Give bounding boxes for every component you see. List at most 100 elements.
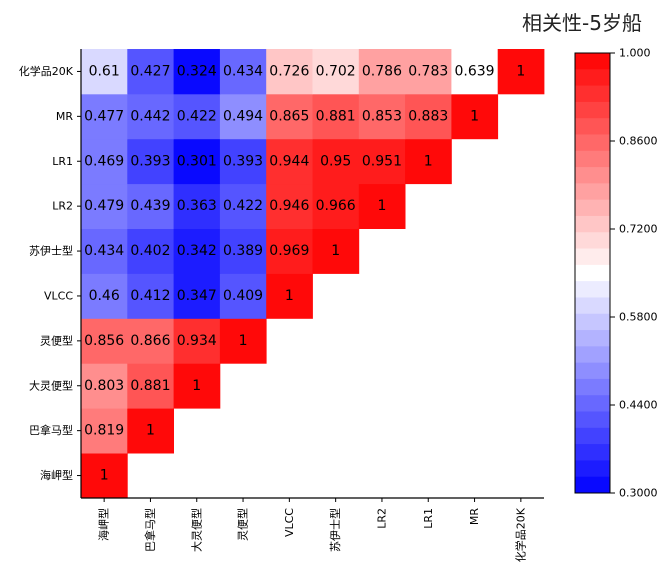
colorbar-tick-label: 0.8600: [619, 135, 658, 148]
heatmap-cell: [81, 408, 128, 454]
y-tick-label: 灵便型: [40, 333, 73, 347]
y-tick-label: 巴拿马型: [29, 423, 73, 437]
heatmap-cell: [173, 273, 221, 319]
y-tick-label: LR2: [52, 200, 73, 213]
heatmap-cell: [219, 183, 267, 229]
y-tick-label: LR1: [52, 155, 73, 168]
cell-value-label: 0.409: [223, 288, 263, 304]
heatmap-cell: [219, 93, 267, 140]
heatmap-cell: [358, 138, 406, 185]
y-tick-label: 大灵便型: [29, 378, 73, 392]
cell-value-label: 1: [192, 378, 201, 394]
cell-value-label: 0.702: [316, 63, 356, 79]
cell-value-label: 0.422: [177, 108, 217, 124]
heatmap-cell: [173, 93, 221, 140]
cell-value-label: 0.324: [177, 63, 217, 79]
y-tick-label: 海岬型: [40, 468, 73, 482]
heatmap-cell: [81, 49, 128, 95]
colorbar-band: [575, 427, 610, 445]
cell-value-label: 0.477: [84, 108, 124, 124]
cell-value-label: 0.966: [316, 198, 356, 214]
cell-value-label: 0.853: [362, 108, 402, 124]
cell-value-label: 0.865: [269, 108, 309, 124]
cell-value-label: 0.639: [455, 63, 495, 79]
heatmap-cell: [266, 49, 313, 95]
colorbar-band: [575, 297, 610, 315]
cell-value-label: 0.393: [223, 153, 263, 169]
cell-value-label: 0.881: [316, 108, 356, 124]
x-tick-label: MR: [468, 508, 481, 525]
heatmap-cell: [405, 138, 452, 185]
cell-value-label: 0.363: [177, 198, 217, 214]
cell-value-label: 0.951: [362, 153, 402, 169]
heatmap-cell: [451, 93, 499, 140]
cell-value-label: 0.819: [84, 423, 124, 439]
cell-value-label: 0.969: [269, 243, 309, 259]
y-tick-label: MR: [56, 110, 73, 123]
cell-value-label: 0.944: [269, 153, 309, 169]
cell-value-label: 0.95: [320, 153, 351, 169]
colorbar-band: [575, 215, 610, 233]
colorbar-band: [575, 346, 610, 364]
x-tick-label: LR2: [375, 508, 388, 529]
heatmap-cell: [266, 138, 313, 185]
colorbar-band: [575, 330, 610, 347]
cell-value-label: 0.402: [130, 243, 170, 259]
heatmap-cell: [358, 183, 406, 229]
cell-value-label: 0.494: [223, 108, 263, 124]
cell-value-label: 0.803: [84, 378, 124, 394]
heatmap-cell: [312, 138, 360, 185]
cell-value-label: 0.434: [84, 243, 124, 259]
cell-value-label: 0.427: [130, 63, 170, 79]
colorbar-band: [575, 118, 610, 135]
heatmap-cell: [358, 93, 406, 140]
y-axis-labels: 海岬型 巴拿马型 大灵便型 灵便型 VLCC 苏伊士型 LR2 LR1 MR 化学品20K: [19, 64, 81, 482]
cell-value-label: 0.61: [89, 63, 120, 79]
cell-value-label: 0.389: [223, 243, 263, 259]
colorbar-band: [575, 281, 610, 298]
heatmap-cell: [451, 49, 499, 95]
cell-value-label: 0.881: [130, 378, 170, 394]
heatmap-cell: [312, 183, 360, 229]
cell-value-label: 0.434: [223, 63, 263, 79]
cell-value-label: 0.934: [177, 333, 217, 349]
cell-value-label: 0.866: [130, 333, 170, 349]
cell-value-label: 0.786: [362, 63, 402, 79]
heatmap-cell: [81, 273, 128, 319]
heatmap-cell: [81, 183, 128, 229]
cell-value-label: 0.301: [177, 153, 217, 169]
heatmap-cell: [127, 138, 174, 185]
colorbar-band: [575, 53, 610, 70]
cell-value-label: 1: [239, 333, 248, 349]
colorbar-band: [575, 444, 610, 461]
colorbar-band: [575, 313, 610, 331]
heatmap-cell: [312, 228, 360, 274]
heatmap-cell: [219, 228, 267, 274]
cell-value-label: 1: [146, 423, 155, 439]
heatmap-cell: [312, 93, 360, 140]
heatmap-cell: [266, 93, 313, 140]
cell-value-label: 0.469: [84, 153, 124, 169]
colorbar-band: [575, 395, 610, 413]
colorbar-tick-label: 0.5800: [619, 311, 658, 324]
cell-value-label: 0.783: [408, 63, 448, 79]
y-tick-label: 化学品20K: [19, 64, 74, 78]
chart-title: 相关性-5岁船: [522, 11, 642, 35]
cell-value-label: 0.946: [269, 198, 309, 214]
heatmap-cell: [173, 49, 221, 95]
cell-value-label: 0.856: [84, 333, 124, 349]
heatmap-cell: [405, 93, 452, 140]
heatmap-cell: [173, 183, 221, 229]
x-tick-label: 苏伊士型: [328, 508, 342, 552]
cell-value-label: 0.479: [84, 198, 124, 214]
heatmap-cell: [81, 138, 128, 185]
heatmap-cell: [81, 93, 128, 140]
colorbar-band: [575, 199, 610, 217]
heatmap-cell: [173, 363, 221, 409]
heatmap-cell: [266, 228, 313, 274]
heatmap-cell: [312, 49, 360, 95]
heatmap-cell: [173, 138, 221, 185]
x-axis-labels: 海岬型 巴拿马型 大灵便型 灵便型 VLCC 苏伊士型 LR2 LR1 MR 化学品20K: [97, 498, 527, 562]
heatmap-cell: [127, 93, 174, 140]
cell-value-label: 0.442: [130, 108, 170, 124]
